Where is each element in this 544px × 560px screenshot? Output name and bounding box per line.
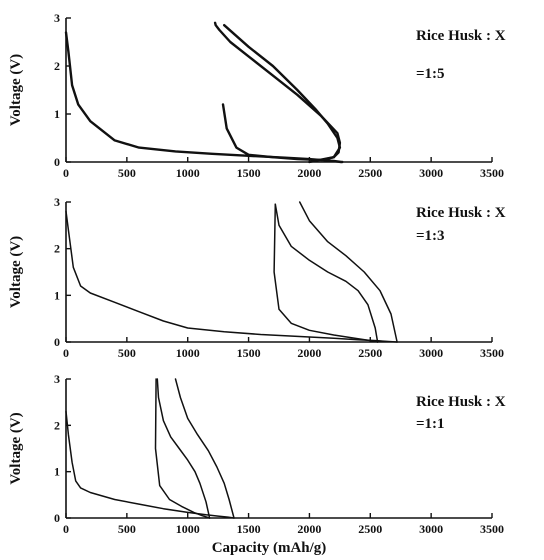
y-tick-label: 0 xyxy=(54,335,60,349)
ratio-annotation-line: =1:3 xyxy=(416,228,445,244)
x-tick-label: 1000 xyxy=(176,166,200,180)
x-tick-label: 2500 xyxy=(358,522,382,536)
ratio-annotation-line: Rice Husk : X xyxy=(416,205,506,221)
x-tick-label: 3000 xyxy=(419,166,443,180)
curve-4 xyxy=(298,201,398,343)
x-tick-label: 3500 xyxy=(480,166,504,180)
y-tick-label: 1 xyxy=(54,107,60,121)
x-tick-label: 500 xyxy=(118,522,136,536)
y-tick-label: 2 xyxy=(54,418,60,432)
y-axis-title: Voltage (V) xyxy=(8,412,24,484)
x-tick-label: 1500 xyxy=(237,166,261,180)
ratio-annotation-line: =1:1 xyxy=(416,416,445,432)
x-tick-label: 1000 xyxy=(176,522,200,536)
y-tick-label: 3 xyxy=(54,195,60,209)
y-axis-title: Voltage (V) xyxy=(8,236,24,308)
x-tick-label: 500 xyxy=(118,346,136,360)
x-tick-label: 3500 xyxy=(480,522,504,536)
x-tick-label: 2000 xyxy=(297,166,321,180)
y-tick-label: 1 xyxy=(54,288,60,302)
curve-3 xyxy=(221,24,342,162)
y-tick-label: 2 xyxy=(54,59,60,73)
chart-panel-3: 0 500 1000 1500 2000 2500 3000 3500 0 1 2 3 Voltage … xyxy=(8,372,506,556)
curve-2 xyxy=(156,378,211,519)
y-tick-label: 1 xyxy=(54,465,60,479)
y-tick-label: 3 xyxy=(54,11,60,25)
ratio-annotation-line: =1:5 xyxy=(416,66,445,82)
x-tick-label: 2000 xyxy=(297,346,321,360)
x-tick-label: 3500 xyxy=(480,346,504,360)
curve-1 xyxy=(65,210,398,343)
y-tick-label: 3 xyxy=(54,372,60,386)
curve-3 xyxy=(273,203,379,343)
x-tick-label: 500 xyxy=(118,166,136,180)
chart-panel-2: 0 500 1000 1500 2000 2500 3000 3500 0 1 2 3 Voltage … xyxy=(8,195,506,360)
x-tick-label: 2500 xyxy=(358,346,382,360)
x-tick-label: 2000 xyxy=(297,522,321,536)
x-tick-label: 1500 xyxy=(237,522,261,536)
chart-panel-1: 0 500 1000 1500 2000 2500 3000 3500 0 1 2 3 Voltage … xyxy=(8,11,506,180)
ratio-annotation-line: Rice Husk : X xyxy=(416,28,506,44)
curve-1 xyxy=(64,31,344,164)
y-tick-label: 0 xyxy=(54,511,60,525)
x-tick-label: 3000 xyxy=(419,346,443,360)
curve-1 xyxy=(65,410,235,519)
y-tick-label: 0 xyxy=(54,155,60,169)
x-tick-label: 2500 xyxy=(358,166,382,180)
x-tick-label: 1000 xyxy=(176,346,200,360)
curve-3 xyxy=(154,378,211,519)
x-tick-label: 0 xyxy=(63,346,69,360)
ratio-annotation-line: Rice Husk : X xyxy=(416,394,506,410)
x-tick-label: 0 xyxy=(63,522,69,536)
curve-2 xyxy=(274,203,379,343)
x-axis-title: Capacity (mAh/g) xyxy=(212,540,327,556)
x-tick-label: 1500 xyxy=(237,346,261,360)
x-tick-label: 3000 xyxy=(419,522,443,536)
x-tick-label: 0 xyxy=(63,166,69,180)
y-axis-title: Voltage (V) xyxy=(8,54,24,126)
y-tick-label: 2 xyxy=(54,242,60,256)
curve-4 xyxy=(174,378,235,519)
